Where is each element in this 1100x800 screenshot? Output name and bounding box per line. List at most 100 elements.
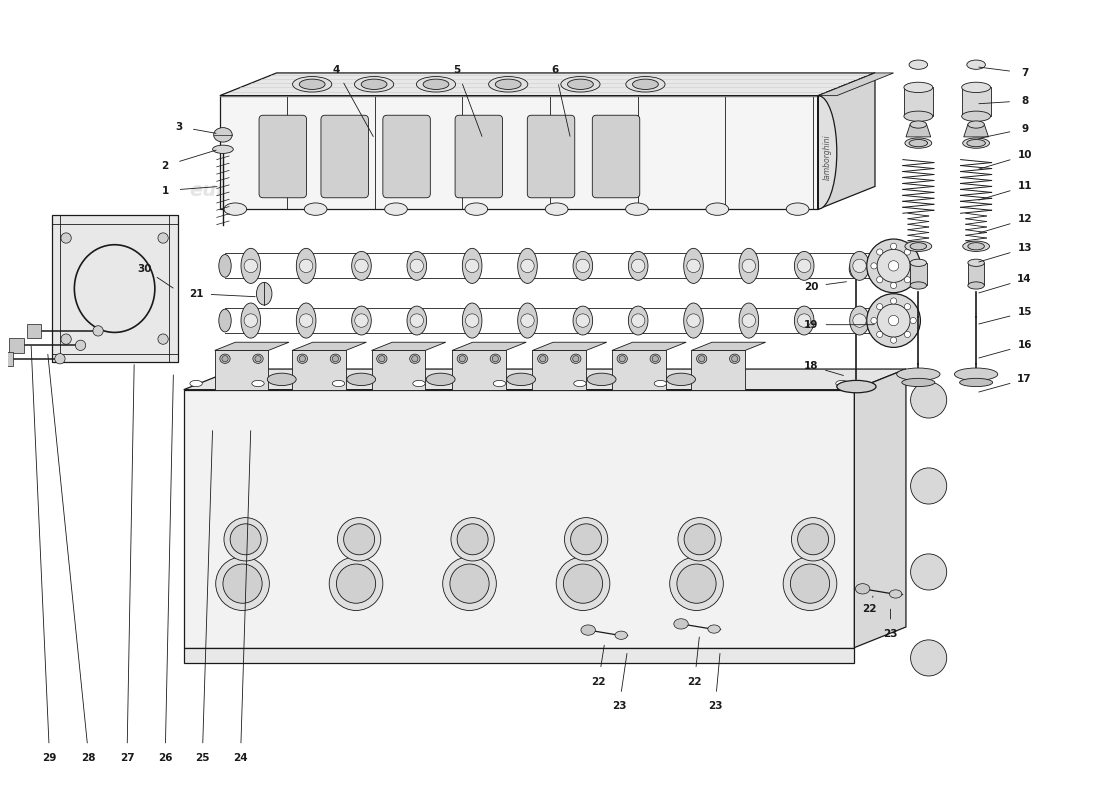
Ellipse shape <box>911 554 947 590</box>
Ellipse shape <box>352 251 372 280</box>
Ellipse shape <box>909 60 927 70</box>
Ellipse shape <box>212 145 233 154</box>
FancyBboxPatch shape <box>527 115 575 198</box>
Ellipse shape <box>911 382 947 418</box>
Ellipse shape <box>904 111 933 122</box>
Ellipse shape <box>902 378 935 386</box>
Polygon shape <box>855 369 906 648</box>
Ellipse shape <box>557 557 609 610</box>
Ellipse shape <box>615 631 627 639</box>
Ellipse shape <box>573 306 593 335</box>
Ellipse shape <box>678 518 722 561</box>
Ellipse shape <box>961 111 991 122</box>
Ellipse shape <box>376 354 387 363</box>
Ellipse shape <box>573 251 593 280</box>
Ellipse shape <box>877 249 883 255</box>
Ellipse shape <box>407 251 427 280</box>
Ellipse shape <box>352 306 372 335</box>
Ellipse shape <box>650 354 660 363</box>
Text: 23: 23 <box>883 630 898 639</box>
Ellipse shape <box>739 303 759 338</box>
Ellipse shape <box>967 60 986 70</box>
Ellipse shape <box>891 298 896 304</box>
FancyBboxPatch shape <box>383 115 430 198</box>
Ellipse shape <box>244 314 257 327</box>
Ellipse shape <box>626 77 666 92</box>
Ellipse shape <box>442 557 496 610</box>
Ellipse shape <box>255 356 261 362</box>
Polygon shape <box>372 342 446 350</box>
Ellipse shape <box>458 524 488 554</box>
Ellipse shape <box>407 306 427 335</box>
Ellipse shape <box>836 380 848 386</box>
Ellipse shape <box>571 354 581 363</box>
Ellipse shape <box>253 354 263 363</box>
Polygon shape <box>964 125 989 137</box>
Ellipse shape <box>216 557 270 610</box>
Ellipse shape <box>905 138 932 148</box>
Ellipse shape <box>561 77 600 92</box>
Ellipse shape <box>518 248 537 283</box>
Ellipse shape <box>576 259 590 273</box>
Text: eurospares: eurospares <box>519 164 632 182</box>
Ellipse shape <box>520 314 535 327</box>
Ellipse shape <box>911 468 947 504</box>
Ellipse shape <box>296 303 316 338</box>
Text: 22: 22 <box>688 677 702 686</box>
Text: 5: 5 <box>453 65 461 75</box>
Ellipse shape <box>574 380 586 386</box>
Ellipse shape <box>488 77 528 92</box>
Ellipse shape <box>230 524 261 554</box>
Polygon shape <box>452 350 506 390</box>
Ellipse shape <box>299 314 312 327</box>
Ellipse shape <box>910 259 926 266</box>
Ellipse shape <box>563 564 603 603</box>
Ellipse shape <box>798 524 828 554</box>
Ellipse shape <box>837 380 876 393</box>
Ellipse shape <box>299 79 326 90</box>
FancyBboxPatch shape <box>455 115 503 198</box>
Text: 18: 18 <box>804 361 818 371</box>
Ellipse shape <box>670 557 724 610</box>
Text: 8: 8 <box>1021 96 1028 106</box>
Ellipse shape <box>852 259 866 273</box>
Ellipse shape <box>573 356 579 362</box>
Polygon shape <box>184 369 906 390</box>
Ellipse shape <box>708 625 720 633</box>
Ellipse shape <box>876 322 881 327</box>
Text: 7: 7 <box>1021 68 1028 78</box>
Ellipse shape <box>462 248 482 283</box>
Polygon shape <box>961 87 991 116</box>
Ellipse shape <box>652 356 658 362</box>
Ellipse shape <box>871 318 877 324</box>
Polygon shape <box>214 342 289 350</box>
Polygon shape <box>220 96 818 209</box>
Ellipse shape <box>684 248 703 283</box>
Polygon shape <box>184 390 855 648</box>
Ellipse shape <box>332 380 344 386</box>
Polygon shape <box>968 262 984 286</box>
Ellipse shape <box>783 557 837 610</box>
Ellipse shape <box>742 259 756 273</box>
Ellipse shape <box>874 308 907 341</box>
Ellipse shape <box>222 356 228 362</box>
Ellipse shape <box>962 138 990 148</box>
Ellipse shape <box>889 315 899 326</box>
Text: 11: 11 <box>1018 182 1032 191</box>
Ellipse shape <box>462 303 482 338</box>
Ellipse shape <box>491 354 501 363</box>
Ellipse shape <box>911 640 947 676</box>
Ellipse shape <box>910 282 926 289</box>
Ellipse shape <box>493 380 506 386</box>
Text: 17: 17 <box>1018 374 1032 384</box>
Ellipse shape <box>894 311 899 317</box>
Ellipse shape <box>955 368 998 380</box>
Ellipse shape <box>617 354 627 363</box>
Text: 28: 28 <box>81 753 96 763</box>
Ellipse shape <box>338 518 381 561</box>
Ellipse shape <box>684 303 703 338</box>
Ellipse shape <box>332 356 339 362</box>
Ellipse shape <box>568 79 593 90</box>
Text: lamborghini: lamborghini <box>823 134 832 180</box>
Ellipse shape <box>465 259 478 273</box>
